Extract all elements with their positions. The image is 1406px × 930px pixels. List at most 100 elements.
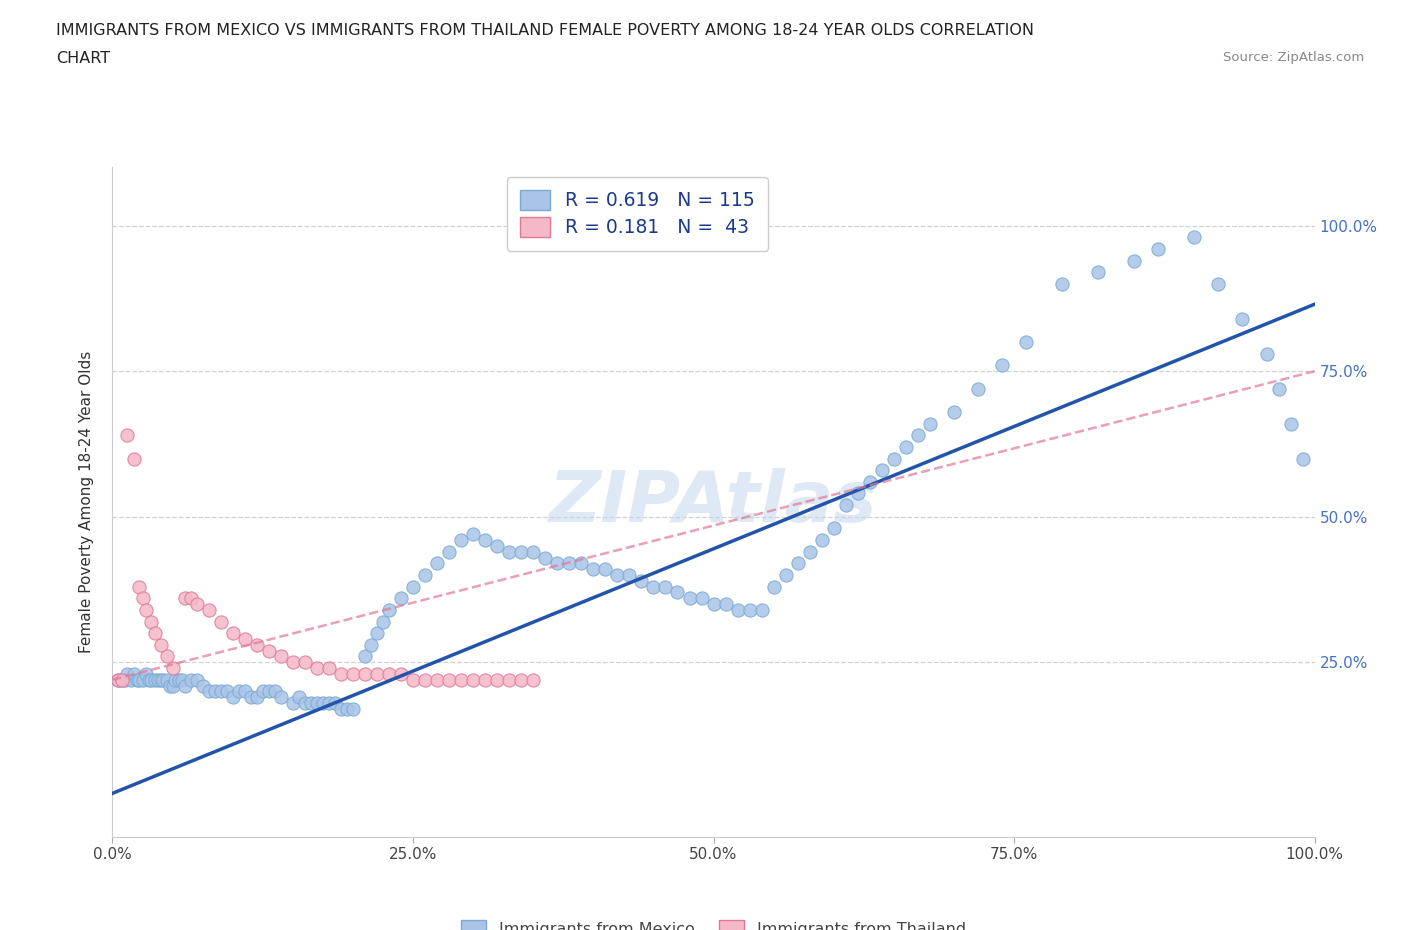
Point [1184, 230, 1206, 245]
Point [967, 381, 990, 396]
Point [1279, 416, 1302, 431]
Point [1232, 312, 1254, 326]
Point [135, 667, 157, 682]
Point [534, 550, 557, 565]
Point [197, 684, 219, 698]
Point [323, 696, 346, 711]
Point [180, 591, 202, 605]
Point [149, 672, 172, 687]
Point [823, 521, 845, 536]
Point [1208, 276, 1230, 291]
Point [498, 672, 520, 687]
Point [115, 428, 138, 443]
Point [426, 672, 449, 687]
Point [281, 696, 304, 711]
Point [138, 672, 160, 687]
Point [263, 684, 285, 698]
Text: ZIPAtlas: ZIPAtlas [550, 468, 877, 537]
Point [155, 672, 177, 687]
Point [125, 672, 148, 687]
Point [522, 672, 544, 687]
Point [654, 579, 676, 594]
Point [318, 660, 340, 675]
Point [474, 533, 496, 548]
Point [122, 667, 145, 682]
Point [810, 533, 832, 548]
Point [270, 690, 292, 705]
Point [163, 672, 186, 687]
Point [173, 591, 195, 605]
Point [152, 672, 174, 687]
Legend: Immigrants from Mexico, Immigrants from Thailand: Immigrants from Mexico, Immigrants from … [453, 912, 974, 930]
Point [329, 667, 352, 682]
Point [402, 672, 425, 687]
Point [883, 451, 905, 466]
Point [233, 631, 256, 646]
Point [702, 597, 725, 612]
Point [450, 672, 472, 687]
Point [131, 591, 153, 605]
Point [299, 696, 322, 711]
Point [1087, 265, 1109, 280]
Point [1015, 335, 1038, 350]
Point [246, 637, 269, 652]
Point [942, 405, 965, 419]
Text: IMMIGRANTS FROM MEXICO VS IMMIGRANTS FROM THAILAND FEMALE POVERTY AMONG 18-24 YE: IMMIGRANTS FROM MEXICO VS IMMIGRANTS FRO… [56, 23, 1035, 38]
Point [413, 672, 436, 687]
Point [498, 544, 520, 559]
Point [510, 544, 533, 559]
Point [111, 672, 134, 687]
Point [378, 667, 401, 682]
Point [139, 672, 162, 687]
Point [149, 637, 172, 652]
Point [228, 684, 250, 698]
Point [371, 614, 394, 629]
Point [131, 672, 153, 687]
Point [281, 655, 304, 670]
Point [233, 684, 256, 698]
Point [835, 498, 858, 512]
Point [270, 649, 292, 664]
Point [727, 603, 749, 618]
Point [991, 358, 1014, 373]
Point [342, 667, 364, 682]
Point [762, 579, 785, 594]
Point [378, 603, 401, 618]
Point [461, 526, 484, 541]
Point [389, 591, 412, 605]
Point [582, 562, 605, 577]
Point [111, 672, 134, 687]
Point [426, 556, 449, 571]
Point [128, 672, 150, 687]
Point [191, 678, 214, 693]
Point [135, 603, 157, 618]
Point [486, 672, 509, 687]
Point [894, 440, 917, 455]
Point [474, 672, 496, 687]
Point [366, 626, 388, 641]
Point [413, 567, 436, 582]
Point [619, 567, 641, 582]
Point [678, 591, 700, 605]
Point [1123, 253, 1146, 268]
Point [312, 696, 335, 711]
Point [1050, 276, 1073, 291]
Point [606, 567, 628, 582]
Point [222, 690, 245, 705]
Point [859, 474, 882, 489]
Point [437, 672, 460, 687]
Point [222, 626, 245, 641]
Point [510, 672, 533, 687]
Point [630, 574, 652, 589]
Point [870, 463, 893, 478]
Point [486, 538, 509, 553]
Point [204, 684, 226, 698]
Point [107, 672, 129, 687]
Point [1291, 451, 1313, 466]
Point [846, 486, 869, 501]
Point [569, 556, 592, 571]
Point [690, 591, 713, 605]
Point [128, 579, 150, 594]
Point [197, 603, 219, 618]
Point [173, 678, 195, 693]
